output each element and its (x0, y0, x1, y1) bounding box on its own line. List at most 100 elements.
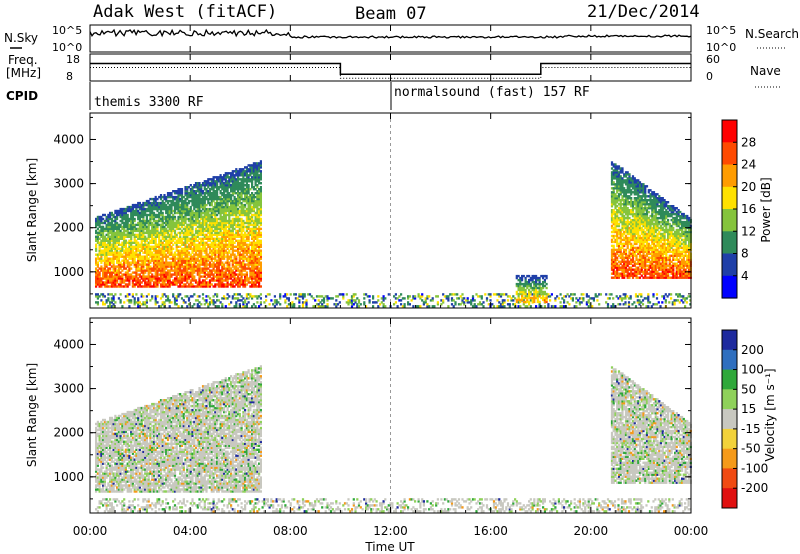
power-cell (170, 249, 173, 252)
power-cell (151, 239, 154, 242)
power-cell (221, 265, 224, 268)
power-cell (124, 221, 127, 225)
power-cell (201, 199, 205, 203)
power-cell (226, 245, 229, 248)
power-cell (196, 194, 199, 197)
power-cell (258, 285, 261, 288)
power-cell (237, 269, 240, 272)
power-cell (131, 277, 134, 280)
power-cell (245, 277, 248, 280)
power-cell (123, 241, 126, 244)
power-cell (249, 231, 252, 235)
power-cell (124, 283, 127, 286)
power-cell (212, 245, 215, 248)
power-cell (252, 207, 255, 211)
power-cell (158, 211, 161, 215)
power-cell (231, 263, 234, 266)
power-cell (217, 227, 220, 231)
power-cell (200, 184, 203, 187)
power-cell (179, 221, 182, 225)
power-cell (256, 251, 259, 254)
power-cell (159, 275, 163, 278)
power-cell (252, 251, 255, 254)
power-cell (247, 178, 250, 181)
power-cell (177, 221, 180, 225)
power-cell (242, 269, 245, 272)
power-cell (252, 257, 255, 260)
power-cell (216, 277, 219, 280)
power-cell (189, 192, 192, 195)
power-cell (186, 257, 189, 260)
power-cell (138, 245, 141, 248)
power-cell (158, 249, 161, 252)
power-cell (158, 203, 161, 207)
power-cell (140, 233, 143, 237)
power-cell (177, 277, 180, 280)
power-cell (119, 271, 122, 274)
power-cell (177, 251, 180, 254)
power-cell (117, 211, 120, 215)
power-cell (233, 190, 236, 193)
power-cell (110, 243, 113, 246)
power-cell (130, 233, 133, 237)
power-cell (242, 178, 245, 181)
power-cell (205, 277, 208, 280)
power-cell (103, 227, 106, 231)
power-cell (223, 195, 226, 199)
power-cell (247, 221, 250, 225)
power-cell (258, 192, 261, 195)
power-cell (201, 203, 205, 207)
power-cell (144, 221, 147, 225)
power-cell (251, 243, 254, 246)
power-cell (198, 279, 201, 282)
power-cell (189, 241, 192, 244)
power-cell (242, 227, 245, 231)
power-cell (175, 227, 178, 231)
power-cell (223, 253, 226, 256)
power-cell (228, 207, 231, 211)
power-cell (198, 192, 201, 195)
power-cell (256, 235, 259, 238)
power-cell (151, 253, 154, 256)
power-cell (184, 251, 187, 254)
power-cell (219, 253, 222, 256)
power-cell (221, 247, 224, 250)
power-cell (159, 239, 163, 242)
power-cell (102, 281, 105, 284)
power-cell (256, 255, 259, 258)
power-cell (130, 267, 133, 270)
power-cell (219, 247, 222, 250)
power-cell (105, 281, 108, 284)
power-cell (117, 283, 120, 286)
power-cell (230, 174, 233, 177)
power-cell (223, 182, 226, 185)
power-cell (95, 235, 98, 238)
power-cell (154, 271, 157, 274)
power-cell (240, 267, 243, 270)
power-cell (230, 239, 233, 242)
power-cell (193, 235, 196, 238)
power-cell (231, 269, 234, 272)
power-cell (226, 281, 229, 284)
power-cell (224, 184, 227, 187)
power-cell (166, 283, 170, 286)
power-cell (170, 227, 173, 231)
power-cell (247, 205, 250, 209)
power-cell (256, 164, 259, 167)
power-cell (194, 243, 198, 246)
power-cell (124, 271, 127, 274)
power-cell (254, 178, 257, 181)
power-cell (168, 229, 171, 233)
power-cell (208, 247, 212, 250)
power-cell (242, 192, 245, 195)
power-cell (168, 199, 171, 203)
power-cell (259, 285, 262, 288)
power-cell (145, 249, 148, 252)
power-cell (137, 217, 140, 221)
power-cell (154, 255, 157, 258)
power-cell (137, 209, 140, 213)
power-cell (212, 213, 215, 217)
power-cell (189, 215, 192, 219)
power-cell (219, 283, 222, 286)
power-cell (205, 263, 208, 266)
